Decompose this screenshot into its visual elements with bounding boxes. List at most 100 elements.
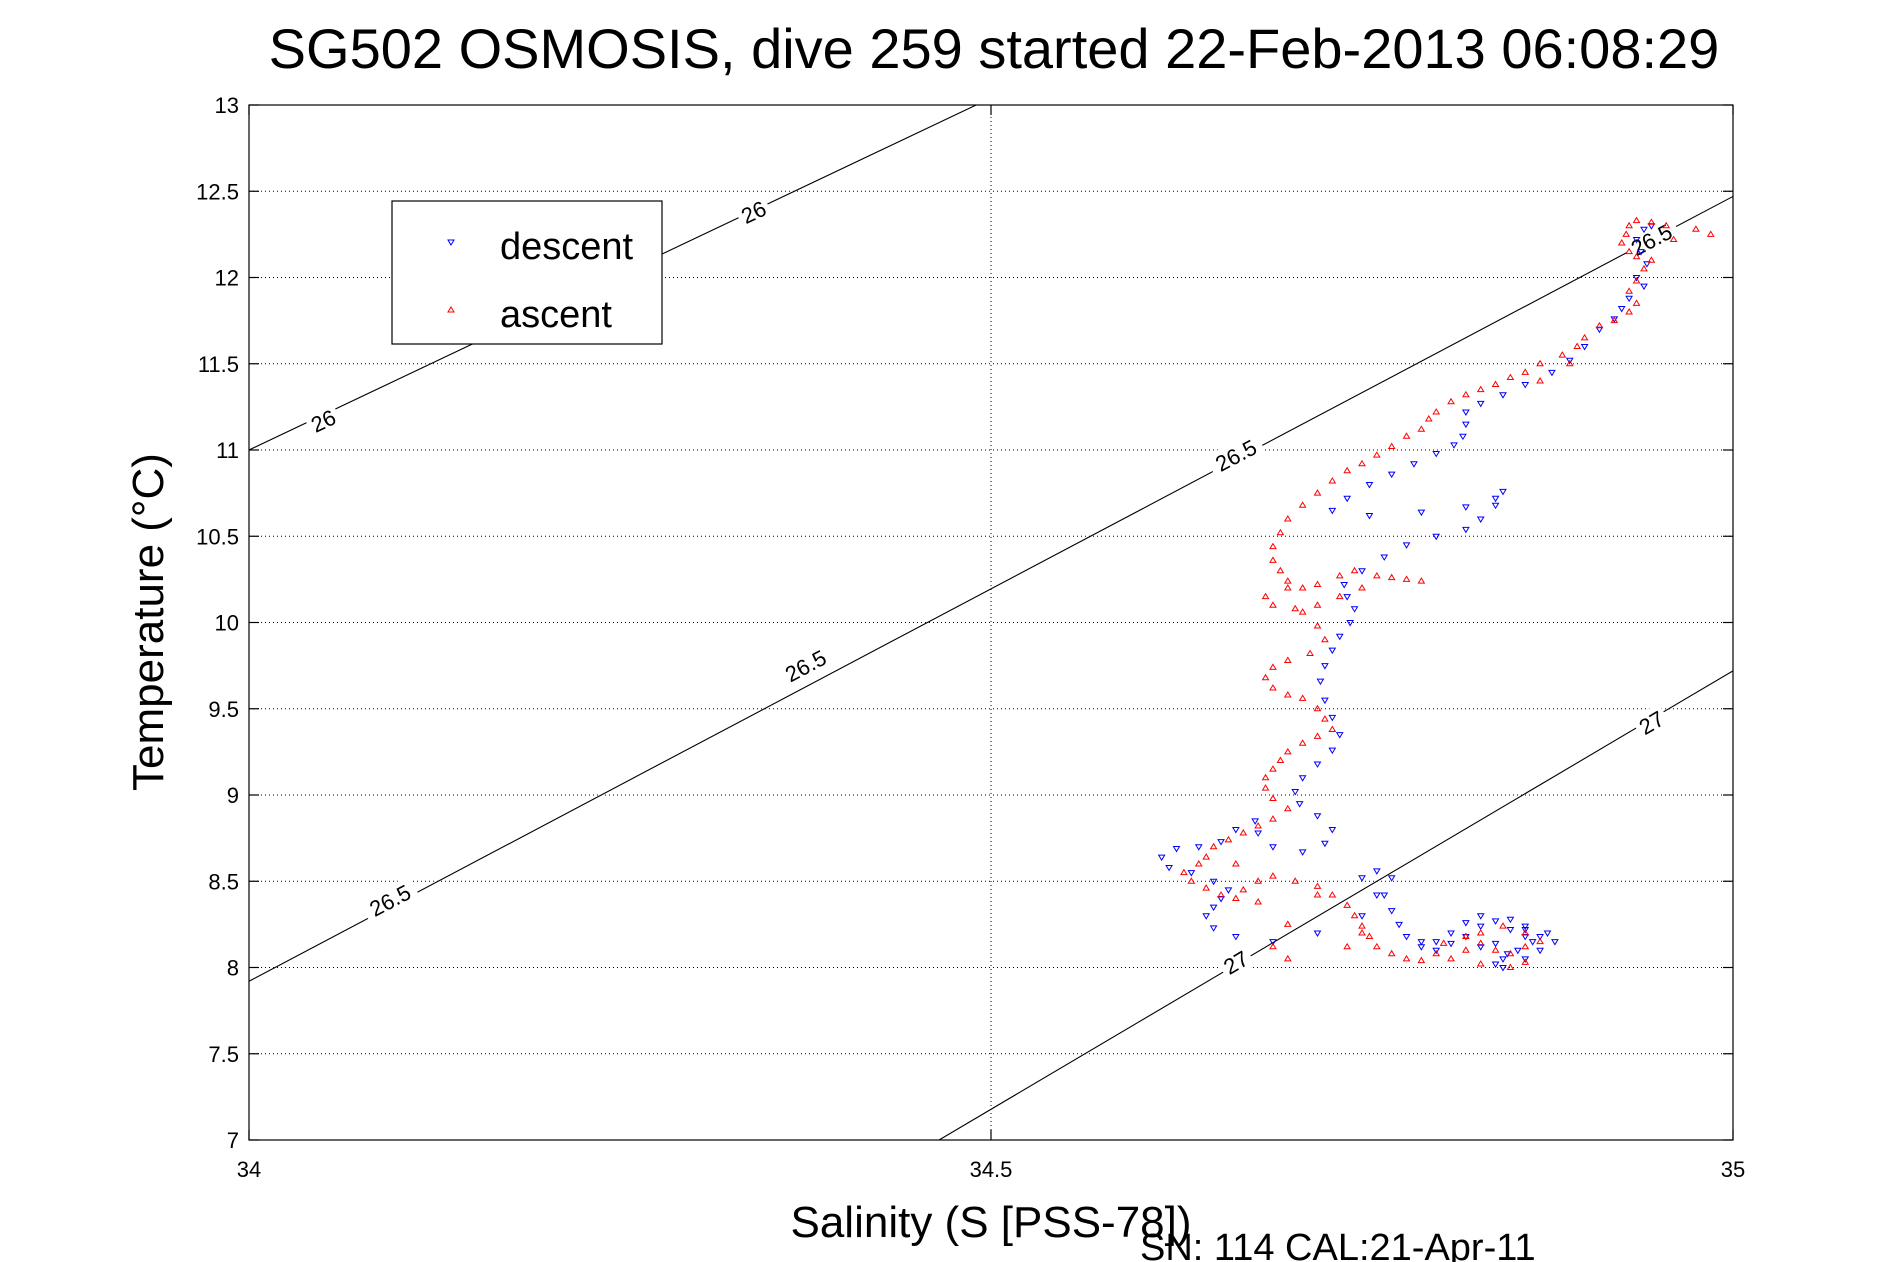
data-point-descent bbox=[1461, 504, 1470, 511]
data-point-descent bbox=[1395, 921, 1403, 929]
data-point-descent bbox=[1543, 930, 1552, 937]
data-point-descent bbox=[1343, 495, 1352, 503]
y-tick-label: 12 bbox=[215, 266, 239, 291]
data-point-ascent bbox=[1580, 333, 1589, 341]
data-point-descent bbox=[1321, 840, 1329, 848]
legend: descent ascent bbox=[391, 200, 663, 345]
data-point-ascent bbox=[1328, 725, 1337, 732]
data-point-descent bbox=[1551, 939, 1559, 946]
data-point-ascent bbox=[1565, 359, 1574, 367]
data-point-ascent bbox=[1269, 684, 1277, 691]
data-point-ascent bbox=[1261, 592, 1270, 600]
y-tick-label: 12.5 bbox=[196, 179, 239, 204]
data-point-descent bbox=[1254, 830, 1263, 837]
data-point-ascent bbox=[1313, 732, 1322, 739]
data-point-descent bbox=[1380, 892, 1389, 900]
axis-ticks: 34 34.5 35 7 7.5 8 8.5 9 9.5 10 10.5 11 11.5 12 12.5 13 bbox=[196, 93, 1745, 1182]
data-point-descent bbox=[1632, 275, 1641, 282]
data-point-descent bbox=[1491, 961, 1500, 969]
data-point-descent bbox=[1499, 956, 1507, 963]
data-point-descent bbox=[1358, 568, 1366, 575]
data-point-descent bbox=[1521, 933, 1530, 941]
data-point-ascent bbox=[1202, 853, 1211, 860]
data-point-descent bbox=[1335, 732, 1344, 739]
data-point-ascent bbox=[1328, 891, 1337, 898]
data-point-ascent bbox=[1610, 316, 1619, 324]
data-point-ascent bbox=[1625, 221, 1634, 229]
data-point-ascent bbox=[1625, 287, 1634, 294]
data-point-ascent bbox=[1298, 501, 1307, 508]
data-point-ascent bbox=[1283, 656, 1292, 663]
data-point-ascent bbox=[1343, 901, 1352, 908]
contour-label-bg bbox=[359, 875, 421, 925]
data-point-ascent bbox=[1335, 571, 1344, 579]
data-point-descent bbox=[1291, 789, 1300, 796]
data-point-ascent bbox=[1283, 920, 1292, 927]
data-point-descent bbox=[1365, 513, 1374, 520]
data-point-ascent bbox=[1269, 942, 1277, 950]
y-tick-label: 11 bbox=[216, 438, 239, 463]
contour-line bbox=[938, 670, 1733, 1140]
data-point-descent bbox=[1251, 818, 1260, 825]
data-point-descent bbox=[1536, 933, 1544, 941]
data-point-descent bbox=[1637, 249, 1645, 256]
data-point-descent bbox=[1447, 930, 1455, 937]
data-point-descent bbox=[1380, 554, 1389, 561]
contour-label-bg bbox=[774, 641, 837, 691]
data-point-ascent bbox=[1617, 239, 1626, 246]
data-point-ascent bbox=[1692, 225, 1700, 232]
data-point-ascent bbox=[1350, 566, 1359, 574]
x-tick-label: 34 bbox=[237, 1157, 261, 1182]
contour-label-bg bbox=[1630, 703, 1672, 742]
data-point-descent bbox=[1432, 533, 1441, 541]
data-point-ascent bbox=[1269, 794, 1277, 801]
data-point-descent bbox=[1231, 933, 1240, 941]
data-point-ascent bbox=[1350, 911, 1359, 919]
data-point-ascent bbox=[1269, 542, 1277, 550]
data-point-ascent bbox=[1321, 635, 1329, 643]
data-point-descent bbox=[1476, 923, 1485, 931]
data-point-descent bbox=[1476, 913, 1485, 920]
data-point-ascent bbox=[1313, 489, 1322, 496]
data-point-ascent bbox=[1402, 432, 1411, 439]
data-point-descent bbox=[1372, 892, 1381, 900]
data-point-descent bbox=[1528, 939, 1537, 946]
data-point-ascent bbox=[1298, 608, 1307, 615]
data-point-ascent bbox=[1625, 308, 1634, 315]
legend-box bbox=[391, 200, 663, 345]
data-point-ascent bbox=[1343, 942, 1352, 950]
data-point-ascent bbox=[1447, 397, 1455, 405]
data-point-ascent bbox=[1461, 946, 1470, 953]
data-point-ascent bbox=[1372, 942, 1381, 950]
data-point-ascent bbox=[1387, 442, 1396, 450]
data-point-descent bbox=[1447, 940, 1455, 948]
legend-marker-ascent bbox=[447, 306, 455, 313]
data-point-ascent bbox=[1283, 584, 1292, 591]
data-point-descent bbox=[1450, 442, 1458, 449]
data-point-descent bbox=[1298, 775, 1307, 782]
data-point-ascent bbox=[1417, 425, 1426, 432]
data-point-descent bbox=[1157, 854, 1166, 862]
data-point-ascent bbox=[1521, 942, 1530, 950]
data-point-descent bbox=[1224, 887, 1233, 894]
data-point-descent bbox=[1335, 633, 1344, 641]
y-tick-label: 9.5 bbox=[208, 697, 239, 722]
y-tick-label: 7 bbox=[227, 1128, 239, 1153]
data-point-ascent bbox=[1269, 815, 1277, 822]
data-point-descent bbox=[1313, 930, 1322, 937]
data-point-ascent bbox=[1313, 891, 1322, 898]
data-point-ascent bbox=[1254, 877, 1263, 884]
data-point-ascent bbox=[1283, 577, 1292, 584]
data-point-descent bbox=[1358, 875, 1366, 882]
data-point-ascent bbox=[1669, 235, 1678, 243]
data-point-ascent bbox=[1224, 835, 1233, 843]
data-point-ascent bbox=[1662, 221, 1671, 229]
data-point-ascent bbox=[1298, 694, 1307, 701]
data-point-ascent bbox=[1313, 621, 1322, 629]
data-point-descent bbox=[1632, 237, 1641, 244]
data-point-ascent bbox=[1306, 649, 1314, 657]
data-point-ascent bbox=[1506, 963, 1515, 970]
data-point-ascent bbox=[1476, 960, 1485, 967]
data-point-ascent bbox=[1432, 949, 1441, 957]
data-point-descent bbox=[1499, 392, 1507, 399]
